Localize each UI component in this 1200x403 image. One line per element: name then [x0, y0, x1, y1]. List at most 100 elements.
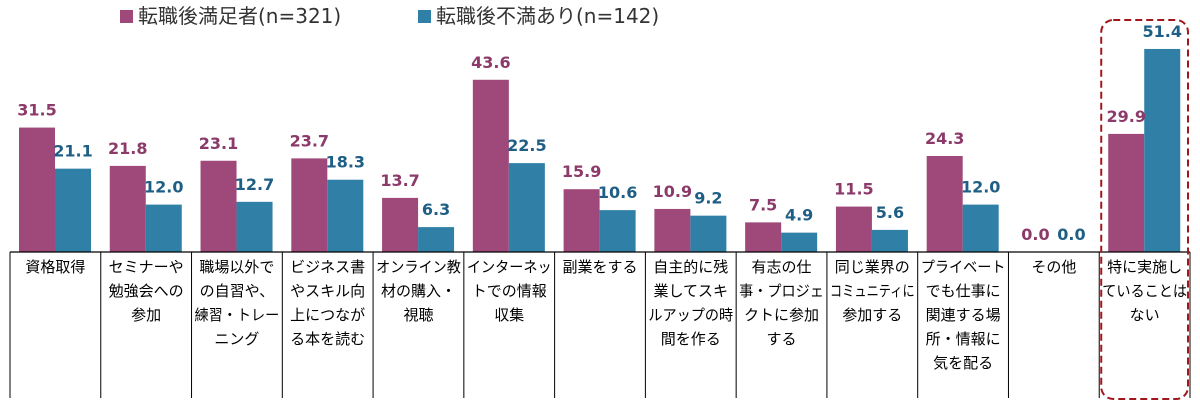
value-label-s0-c7: 10.9 [653, 182, 692, 201]
category-label-12-2: ない [1130, 306, 1160, 324]
value-label-s1-c6: 10.6 [598, 183, 637, 202]
category-label-12-0: 特に実施し [1107, 258, 1182, 276]
value-label-s1-c11: 0.0 [1057, 225, 1085, 244]
category-label-11-0: その他 [1031, 258, 1076, 276]
bar-s1-c8 [781, 232, 818, 252]
category-label-3-3: る本を読む [290, 330, 365, 348]
category-label-5-1: トでの情報 [472, 282, 547, 300]
value-label-s0-c12: 29.9 [1106, 107, 1145, 126]
bar-s0-c7 [654, 208, 691, 252]
bar-s0-c6 [563, 189, 600, 252]
category-label-8-2: クトに参加 [744, 306, 819, 324]
bar-s0-c5 [472, 79, 509, 252]
category-label-10-4: 気を配る [933, 354, 993, 372]
category-label-8-3: する [767, 330, 797, 348]
bar-s0-c2 [200, 160, 237, 252]
legend-swatch-1 [418, 10, 431, 23]
value-label-s1-c3: 18.3 [326, 153, 365, 172]
bar-s1-c6 [599, 210, 636, 252]
value-label-s0-c11: 0.0 [1021, 225, 1049, 244]
value-label-s0-c0: 31.5 [17, 101, 56, 120]
category-label-7-0: 自主的に残 [653, 258, 728, 276]
bar-s0-c12 [1108, 133, 1145, 252]
legend-label-1: 転職後不満あり(n=142) [436, 4, 659, 28]
category-label-10-3: 所・情報に [926, 330, 1001, 348]
bar-s1-c5 [508, 163, 545, 252]
bar-s1-c0 [55, 168, 91, 252]
value-label-s1-c9: 5.6 [876, 203, 904, 222]
category-label-2-1: の自習や、 [200, 282, 275, 300]
value-label-s1-c5: 22.5 [507, 136, 546, 155]
category-label-4-2: 視聴 [403, 306, 433, 324]
bars [19, 48, 1181, 252]
legend: 転職後満足者(n=321) 転職後不満あり(n=142) [120, 4, 659, 28]
category-label-0-0: 資格取得 [25, 258, 85, 276]
category-label-3-2: 上につなが [290, 306, 365, 324]
bar-s0-c1 [109, 165, 146, 252]
value-label-s1-c0: 21.1 [53, 142, 92, 161]
bar-s0-c9 [835, 206, 872, 252]
bar-s1-c10 [962, 204, 999, 252]
bar-s1-c9 [871, 229, 908, 252]
category-label-1-2: 参加 [131, 306, 161, 324]
value-label-s1-c7: 9.2 [694, 189, 722, 208]
category-label-4-0: オンライン教 [376, 258, 461, 276]
category-label-10-2: 関連する場 [926, 306, 1001, 324]
value-label-s0-c10: 24.3 [925, 129, 964, 148]
category-label-1-1: 勉強会への [109, 282, 184, 300]
category-label-4-1: 材の購入・ [381, 282, 456, 300]
category-label-7-3: 間を作る [661, 330, 721, 348]
value-label-s1-c10: 12.0 [961, 178, 1000, 197]
bar-s0-c10 [926, 156, 963, 252]
value-label-s0-c4: 13.7 [380, 171, 419, 190]
category-label-6-0: 副業をする [562, 258, 637, 276]
value-label-s1-c1: 12.0 [144, 178, 183, 197]
value-label-s0-c8: 7.5 [749, 195, 777, 214]
value-label-s0-c2: 23.1 [199, 134, 238, 153]
value-label-s0-c3: 23.7 [290, 131, 329, 150]
category-label-2-0: 職場以外で [199, 258, 274, 276]
category-label-7-2: ルアップの時 [648, 306, 733, 324]
category-label-8-1: 事・プロジェ [739, 282, 824, 300]
value-label-s0-c6: 15.9 [562, 162, 601, 181]
bar-s1-c3 [327, 179, 364, 252]
category-label-10-1: でも仕事に [926, 282, 1001, 300]
category-label-3-0: ビジネス書 [290, 258, 365, 276]
value-label-s0-c9: 11.5 [834, 180, 873, 199]
category-label-9-1: コミュニティに [830, 282, 915, 300]
value-label-s1-c8: 4.9 [785, 206, 813, 225]
value-label-s0-c1: 21.8 [108, 139, 147, 158]
category-label-2-3: ニング [214, 330, 259, 348]
category-label-2-2: 練習・トレー [195, 306, 280, 324]
legend-label-0: 転職後満足者(n=321) [138, 4, 341, 28]
value-label-s0-c5: 43.6 [471, 53, 510, 72]
category-label-7-1: 業してスキ [653, 282, 728, 300]
bar-s1-c2 [236, 201, 273, 252]
value-label-s1-c4: 6.3 [422, 200, 450, 219]
bar-s1-c12 [1144, 48, 1181, 252]
category-label-5-0: インターネッ [467, 258, 552, 276]
legend-swatch-0 [120, 10, 133, 23]
bar-s0-c4 [382, 197, 419, 252]
bar-s1-c1 [145, 204, 182, 252]
bar-s1-c7 [690, 215, 727, 252]
value-label-s1-c2: 12.7 [235, 175, 274, 194]
category-label-3-1: やスキル向 [290, 282, 365, 300]
value-labels: 31.5 21.1 21.8 12.0 23.1 12.7 23.7 18.3 13.76.3 4… [17, 22, 1182, 244]
highlight-dashed-box [1100, 19, 1189, 400]
bar-s0-c3 [291, 158, 328, 252]
category-label-9-2: 参加する [842, 306, 902, 324]
bar-s1-c4 [418, 227, 455, 252]
bar-s0-c0 [19, 127, 55, 252]
value-label-s1-c12: 51.4 [1142, 22, 1181, 41]
category-label-1-0: セミナーや [109, 258, 184, 276]
category-label-5-2: 収集 [494, 306, 524, 324]
category-label-8-0: 有志の仕 [752, 258, 812, 276]
bar-s0-c8 [745, 222, 782, 252]
category-label-10-0: プライベート [921, 258, 1006, 276]
category-label-9-0: 同じ業界の [835, 258, 910, 276]
highlight-box [1100, 19, 1189, 400]
category-label-12-1: ていることは [1102, 282, 1187, 300]
